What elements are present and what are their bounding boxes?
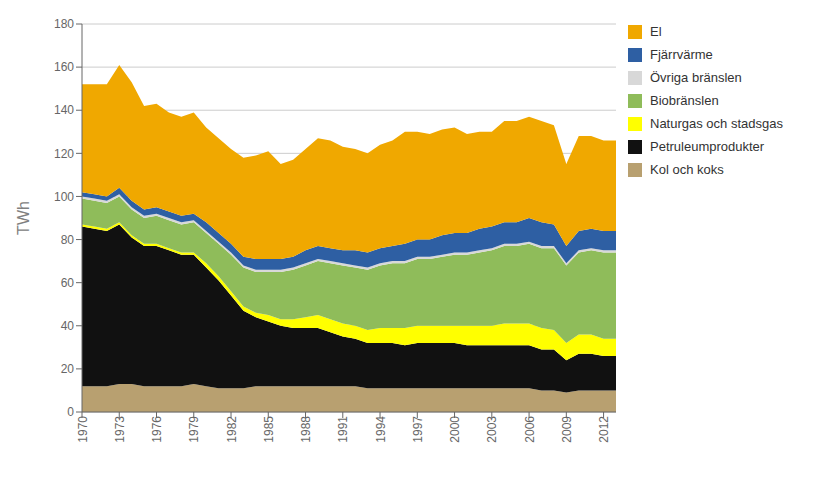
svg-text:2000: 2000 [448, 416, 462, 443]
html-text:Biobränslen: Biobränslen [650, 93, 719, 108]
svg-text:100: 100 [54, 190, 74, 204]
svg-text:1982: 1982 [225, 416, 239, 443]
svg-text:2012: 2012 [597, 416, 611, 443]
svg-text:TWh: TWh [15, 201, 32, 235]
svg-text:2009: 2009 [560, 416, 574, 443]
svg-text:2006: 2006 [523, 416, 537, 443]
svg-text:180: 180 [54, 17, 74, 31]
svg-text:60: 60 [61, 276, 75, 290]
svg-text:80: 80 [61, 233, 75, 247]
svg-text:1970: 1970 [76, 416, 90, 443]
svg-text:40: 40 [61, 319, 75, 333]
html-text:Fjärrvärme: Fjärrvärme [650, 47, 713, 62]
html-text:Kol och koks: Kol och koks [650, 162, 724, 177]
svg-text:0: 0 [67, 405, 74, 419]
html-text:Naturgas och stadsgas: Naturgas och stadsgas [650, 116, 783, 131]
svg-text:1988: 1988 [299, 416, 313, 443]
html-text:El: El [650, 24, 662, 39]
svg-text:1973: 1973 [113, 416, 127, 443]
svg-text:2003: 2003 [485, 416, 499, 443]
html-text:Petruleumprodukter: Petruleumprodukter [650, 139, 765, 154]
svg-text:1985: 1985 [262, 416, 276, 443]
svg-text:1979: 1979 [187, 416, 201, 443]
svg-text:1994: 1994 [374, 416, 388, 443]
svg-text:1997: 1997 [411, 416, 425, 443]
svg-text:160: 160 [54, 60, 74, 74]
svg-text:1991: 1991 [336, 416, 350, 443]
svg-text:20: 20 [61, 362, 75, 376]
svg-text:120: 120 [54, 147, 74, 161]
svg-text:1976: 1976 [150, 416, 164, 443]
svg-text:140: 140 [54, 103, 74, 117]
html-text:Övriga bränslen: Övriga bränslen [650, 70, 742, 85]
